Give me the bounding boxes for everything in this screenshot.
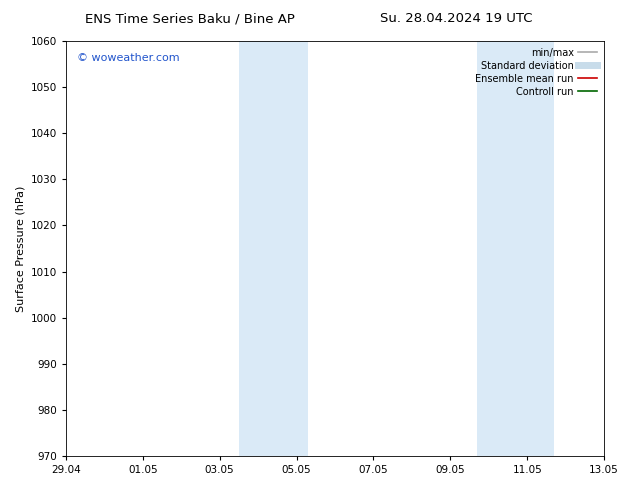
Legend: min/max, Standard deviation, Ensemble mean run, Controll run: min/max, Standard deviation, Ensemble me… (474, 46, 599, 98)
Y-axis label: Surface Pressure (hPa): Surface Pressure (hPa) (15, 185, 25, 312)
Text: ENS Time Series Baku / Bine AP: ENS Time Series Baku / Bine AP (85, 12, 295, 25)
Bar (477, 41, 554, 456)
Bar (239, 41, 308, 456)
Text: © woweather.com: © woweather.com (77, 53, 179, 64)
Text: Su. 28.04.2024 19 UTC: Su. 28.04.2024 19 UTC (380, 12, 533, 25)
